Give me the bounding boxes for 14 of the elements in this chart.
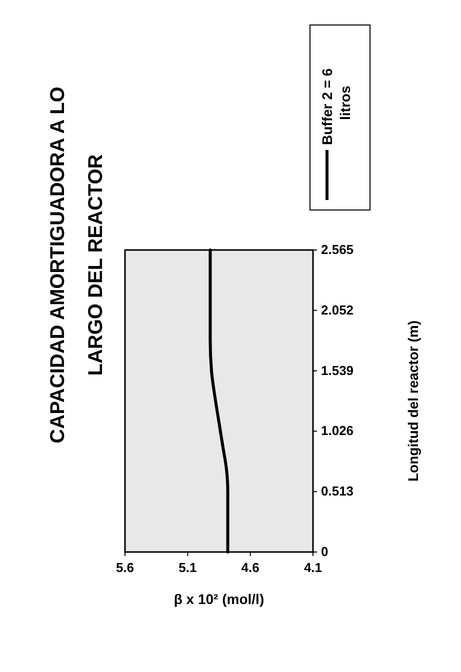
y-tick-label: 1.026 xyxy=(321,423,354,438)
chart-title: CAPACIDAD AMORTIGUADORA A LO LARGO DEL REACTOR xyxy=(47,86,107,444)
x-tick-label: 5.1 xyxy=(178,560,197,575)
y-axis-title: Longitud del reactor (m) xyxy=(405,320,421,482)
x-tick-label: 5.6 xyxy=(116,560,134,575)
y-tick-label: 0.513 xyxy=(321,484,354,499)
y-tick-label: 1.539 xyxy=(321,362,354,378)
x-tick-label: 4.6 xyxy=(241,560,260,575)
y-tick-label: 0 xyxy=(321,544,328,559)
text: Buffer 2 = 6 litros xyxy=(319,68,353,145)
x-tick-label: 4.1 xyxy=(304,560,322,575)
x-axis-title: β x 10² (mol/l) xyxy=(174,591,264,607)
y-tick-label: 2.565 xyxy=(321,242,354,257)
y-tick-label: 2.052 xyxy=(321,302,354,318)
